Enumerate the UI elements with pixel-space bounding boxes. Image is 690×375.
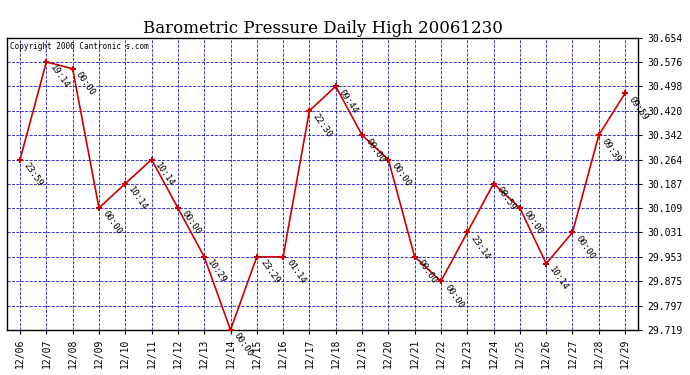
Text: 00:00: 00:00 (74, 70, 97, 98)
Text: Copyright 2006 Cantronic s.com: Copyright 2006 Cantronic s.com (10, 42, 149, 51)
Text: 00:00: 00:00 (100, 209, 123, 237)
Text: 22:30: 22:30 (310, 112, 333, 139)
Text: 00:00: 00:00 (232, 332, 255, 358)
Text: 09:44: 09:44 (337, 88, 360, 115)
Text: 19:14: 19:14 (48, 63, 70, 90)
Text: 00:00: 00:00 (364, 136, 386, 164)
Text: 10:14: 10:14 (127, 185, 150, 212)
Text: 01:14: 01:14 (284, 258, 307, 285)
Text: 09:59: 09:59 (627, 94, 649, 122)
Text: 23:14: 23:14 (469, 234, 491, 261)
Text: 08:59: 08:59 (495, 185, 518, 212)
Text: 09:39: 09:39 (600, 136, 623, 164)
Text: 10:14: 10:14 (153, 161, 176, 188)
Text: 00:00: 00:00 (390, 161, 413, 188)
Text: 00:00: 00:00 (574, 234, 597, 261)
Text: 00:00: 00:00 (521, 209, 544, 237)
Text: 00:00: 00:00 (179, 209, 202, 237)
Text: 23:59: 23:59 (21, 161, 44, 188)
Text: 00:00: 00:00 (416, 258, 439, 285)
Text: 00:00: 00:00 (442, 283, 465, 310)
Text: 10:29: 10:29 (206, 258, 228, 285)
Title: Barometric Pressure Daily High 20061230: Barometric Pressure Daily High 20061230 (143, 20, 502, 38)
Text: 10:14: 10:14 (548, 265, 571, 292)
Text: 23:29: 23:29 (258, 258, 281, 285)
